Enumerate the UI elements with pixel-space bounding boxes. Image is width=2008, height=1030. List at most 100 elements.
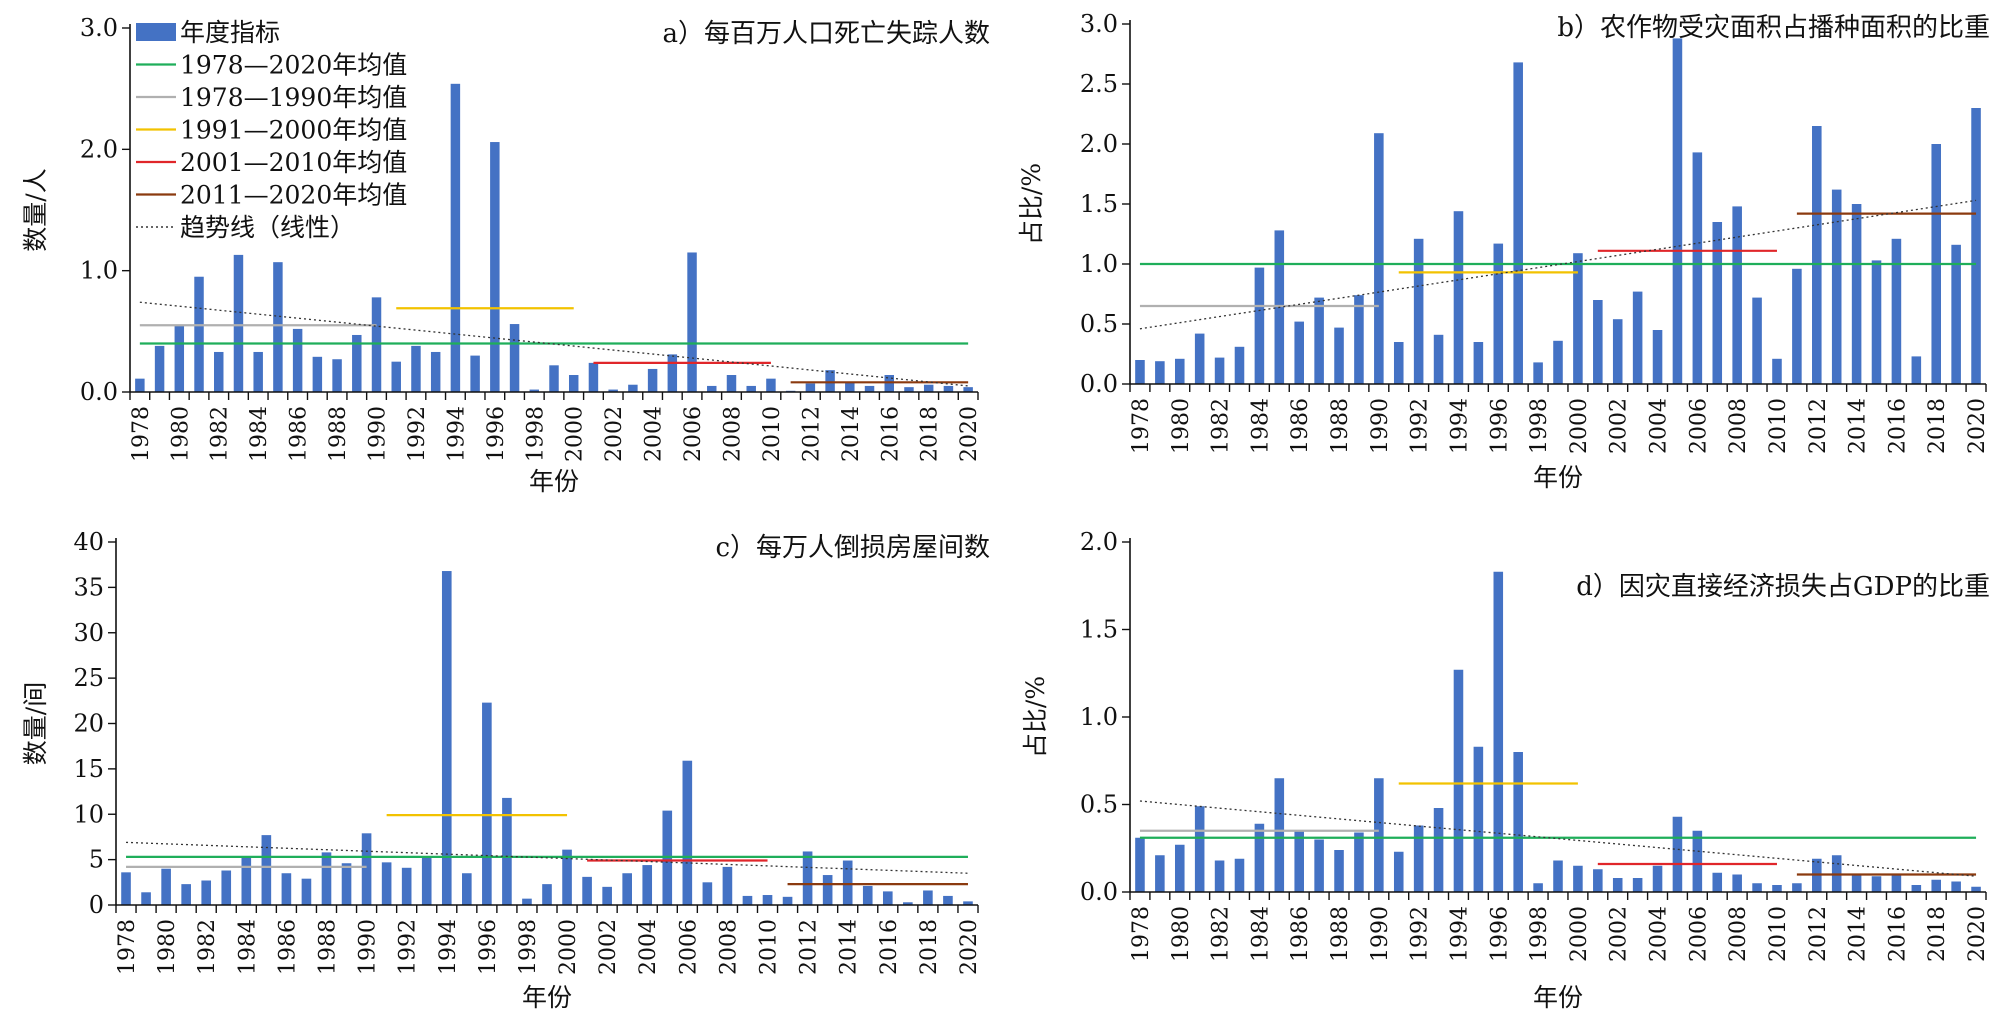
x-tick-label: 2000: [563, 406, 588, 462]
bar-1998: [529, 389, 540, 392]
x-tick-label: 1990: [1368, 906, 1393, 962]
bar-2012: [802, 851, 813, 905]
bar-1989: [352, 334, 362, 392]
x-tick-label: 1986: [1288, 398, 1313, 454]
panel-title: b）农作物受灾面积占播种面积的比重: [1557, 13, 1990, 43]
x-axis-title: 年份: [522, 983, 572, 1012]
x-tick-label: 1982: [195, 919, 220, 975]
bar-2007: [1712, 222, 1723, 384]
x-tick-label: 2018: [918, 406, 943, 462]
x-tick-label: 2000: [1567, 398, 1592, 454]
legend-item-mean_01_10: 2001—2010年均值: [136, 148, 407, 177]
bar-2001: [1593, 869, 1603, 892]
bar-1981: [194, 276, 204, 392]
y-tick-label: 10: [73, 800, 104, 828]
bar-2005: [667, 354, 678, 392]
x-tick-label: 1988: [315, 919, 340, 975]
x-tick-label: 1994: [444, 406, 469, 462]
x-tick-label: 2008: [1726, 398, 1751, 454]
x-tick-label: 2014: [839, 406, 864, 462]
bar-1993: [1433, 808, 1444, 892]
bar-1985: [1274, 778, 1285, 892]
bar-2016: [1891, 874, 1902, 892]
x-tick-label: 1978: [115, 919, 140, 975]
bar-1995: [1473, 746, 1484, 892]
x-tick-label: 1992: [405, 406, 430, 462]
x-tick-label: 2004: [1647, 906, 1672, 962]
panel-c: 0 5 10 15 20 25 30 35 40 1978 1980 1982 1984 1986 1988…: [21, 528, 990, 1012]
bar-1978: [1135, 360, 1145, 384]
bar-2008: [1732, 206, 1742, 384]
x-axis-title: 年份: [1533, 463, 1583, 492]
bar-1992: [1413, 238, 1424, 384]
x-tick-label: 2012: [799, 406, 824, 462]
bar-2010: [766, 378, 776, 392]
x-tick-label: 1978: [129, 406, 154, 462]
bar-1985: [261, 835, 272, 905]
bar-1998: [1533, 362, 1543, 384]
bar-2009: [1752, 883, 1762, 892]
x-tick-label: 1992: [1408, 398, 1433, 454]
panel-title: c）每万人倒损房屋间数: [715, 533, 990, 563]
x-tick-label: 1992: [1408, 906, 1433, 962]
y-tick-label: 1.5: [1080, 616, 1118, 644]
bar-2001: [588, 362, 599, 392]
y-tick-label: 3.0: [1080, 10, 1118, 38]
bar-1999: [1553, 860, 1563, 892]
x-tick-label: 2012: [1806, 398, 1831, 454]
legend-label: 趋势线（线性）: [180, 213, 355, 242]
bar-1992: [411, 345, 421, 392]
x-tick-label: 2006: [676, 919, 701, 975]
panel-d: 0.0 0.5 1.0 1.5 2.0 1978 1980 1982 1984 1986 1988 1…: [1021, 528, 1990, 1012]
bar-1980: [161, 868, 171, 905]
bar-1995: [462, 873, 472, 905]
y-tick-label: 20: [73, 710, 104, 738]
bar-1987: [301, 878, 312, 905]
bar-2002: [1612, 878, 1623, 892]
x-tick-label: 1994: [1447, 906, 1472, 962]
x-tick-label: 2002: [1607, 398, 1632, 454]
bar-1990: [371, 297, 382, 392]
x-tick-label: 1984: [247, 406, 272, 462]
bar-1978: [121, 872, 131, 905]
bar-2020: [963, 387, 973, 392]
bar-1991: [1393, 851, 1404, 892]
x-tick-label: 2008: [1726, 906, 1751, 962]
bar-1997: [509, 324, 520, 392]
x-tick-label: 2002: [596, 919, 621, 975]
bar-1982: [1214, 860, 1225, 892]
x-tick-label: 2016: [1885, 398, 1910, 454]
bar-2001: [1593, 300, 1603, 384]
bar-2020: [1971, 886, 1981, 892]
bar-1987: [1314, 839, 1324, 892]
bar-2014: [845, 382, 855, 392]
bar-2013: [822, 875, 833, 905]
y-tick-label: 0: [89, 891, 104, 919]
bar-2016: [884, 375, 894, 392]
x-tick-label: 2016: [877, 919, 902, 975]
bar-1989: [341, 863, 352, 905]
legend-label: 2001—2010年均值: [180, 148, 407, 177]
bar-1991: [1393, 342, 1404, 384]
x-tick-label: 1986: [287, 406, 312, 462]
legend-label: 年度指标: [180, 18, 280, 47]
x-tick-label: 2010: [1766, 398, 1791, 454]
x-tick-label: 1998: [1527, 906, 1552, 962]
bar-2011: [1792, 268, 1802, 384]
bar-2005: [1672, 38, 1683, 385]
bar-1984: [1254, 267, 1265, 384]
legend-item-trend: 趋势线（线性）: [136, 213, 355, 242]
bar-2015: [1871, 876, 1882, 892]
y-tick-label: 3.0: [80, 14, 118, 42]
bar-2009: [1752, 297, 1762, 384]
bar-2002: [1612, 319, 1623, 384]
x-tick-label: 1996: [1487, 906, 1512, 962]
x-tick-label: 1980: [1169, 906, 1194, 962]
y-tick-label: 1.0: [80, 257, 118, 285]
bar-2017: [1911, 885, 1922, 892]
y-tick-label: 2.0: [1080, 130, 1118, 158]
bar-1983: [233, 254, 244, 392]
x-tick-label: 2010: [1766, 906, 1791, 962]
bar-2007: [1712, 872, 1723, 892]
